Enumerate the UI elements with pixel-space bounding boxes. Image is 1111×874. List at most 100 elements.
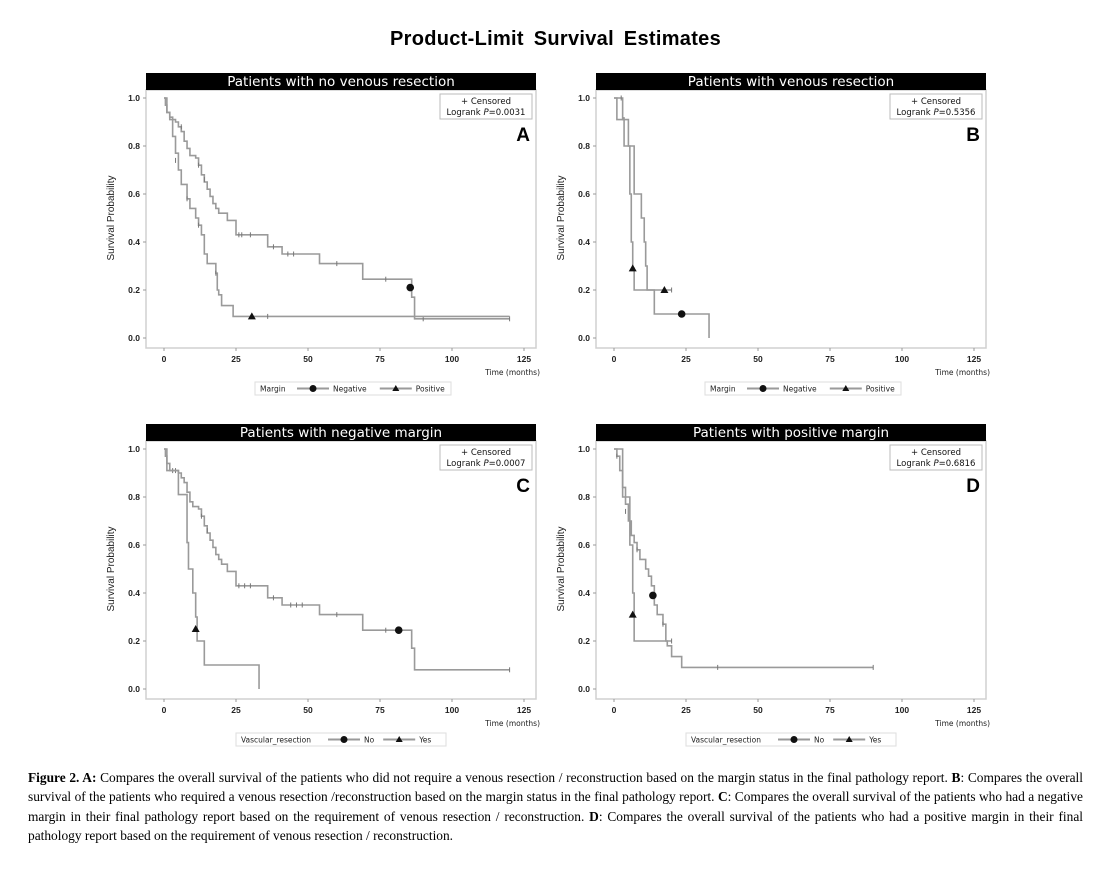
survival-curve-yes <box>164 448 260 689</box>
plot-frame <box>145 89 537 349</box>
panel-header-bar <box>146 73 536 90</box>
x-tick-label: 50 <box>753 705 763 715</box>
p-symbol: P <box>933 108 939 118</box>
x-tick-label: 75 <box>375 705 385 715</box>
legend-circle-icon <box>790 736 798 743</box>
y-axis-label: Survival Probability <box>106 175 117 260</box>
x-tick-label: 50 <box>303 705 313 715</box>
legend-triangle-icon <box>845 736 853 742</box>
y-tick-label: 1.0 <box>128 444 140 454</box>
caption-label-b: B <box>951 770 961 785</box>
y-tick-label: 0.8 <box>578 492 590 502</box>
survival-chart: Patients with positive margin 0.0 0.2 0.4 0.… <box>556 424 990 747</box>
logrank-label: Logrank <box>897 459 934 469</box>
panel-title: Patients with positive margin <box>693 425 889 441</box>
caption-text-c: : Compares the overall survival of the p… <box>28 789 1084 824</box>
caption-text-a: Compares the overall survival of the pat… <box>96 770 952 785</box>
survival-curve-no <box>164 448 510 671</box>
legend-label: Positive <box>866 385 895 394</box>
y-axis-label: Survival Probability <box>556 526 567 611</box>
y-tick-label: 0.4 <box>128 237 140 247</box>
legend-triangle-icon <box>842 385 850 391</box>
panel-header-bar <box>146 424 536 441</box>
legend-title: Vascular_resection <box>691 736 761 745</box>
panel-letter: A <box>516 125 530 146</box>
triangle-marker <box>628 264 637 272</box>
legend-label: Yes <box>868 736 881 745</box>
legend-title: Vascular_resection <box>241 736 311 745</box>
logrank-p-value: Logrank P=0.5356 <box>897 108 976 118</box>
x-tick-label: 125 <box>967 705 981 715</box>
panel-b: Patients with venous resection 0.0 0.2 0.4 0… <box>550 70 1000 410</box>
x-tick-label: 50 <box>753 354 763 364</box>
x-tick-label: 100 <box>895 354 909 364</box>
figure-caption: Figure 2. A: Compares the overall surviv… <box>28 768 1083 845</box>
caption-label-d: D <box>589 808 599 824</box>
y-tick-label: 0.4 <box>578 237 590 247</box>
legend-label: Yes <box>418 736 431 745</box>
y-axis-label: Survival Probability <box>106 526 117 611</box>
x-tick-label: 125 <box>967 354 981 364</box>
x-tick-label: 25 <box>231 705 241 715</box>
legend-box <box>704 381 902 396</box>
p-value: =0.0031 <box>489 108 526 118</box>
y-tick-label: 0.2 <box>128 636 140 646</box>
x-tick-label: 75 <box>825 705 835 715</box>
triangle-marker <box>191 625 200 632</box>
survival-curve-yes <box>614 448 672 642</box>
y-tick-label: 0.6 <box>128 540 140 550</box>
legend-title: Margin <box>260 385 286 394</box>
p-value: =0.0007 <box>489 459 526 469</box>
legend-label: No <box>814 736 825 745</box>
circle-marker <box>677 310 686 318</box>
circle-marker <box>394 626 403 634</box>
logrank-label: Logrank <box>897 108 934 118</box>
censored-note: + Censored <box>461 97 511 107</box>
y-tick-label: 1.0 <box>578 444 590 454</box>
x-tick-label: 75 <box>825 354 835 364</box>
y-tick-label: 1.0 <box>128 93 140 103</box>
x-tick-label: 0 <box>162 354 167 364</box>
stats-inset <box>439 444 533 471</box>
panel-letter: C <box>516 476 530 497</box>
legend-circle-icon <box>759 385 767 392</box>
caption-text-b: : Compares the overall survival of the p… <box>28 770 1083 805</box>
triangle-marker <box>628 610 637 618</box>
y-tick-label: 0.8 <box>578 141 590 151</box>
x-tick-label: 125 <box>517 354 531 364</box>
y-axis-label: Survival Probability <box>556 175 567 260</box>
y-tick-label: 0.6 <box>578 189 590 199</box>
panel-letter: B <box>966 125 980 146</box>
x-axis-label: Time (months) <box>484 719 540 728</box>
logrank-p-value: Logrank P=0.0007 <box>447 459 526 469</box>
logrank-label: Logrank <box>447 108 484 118</box>
y-tick-label: 0.6 <box>578 540 590 550</box>
legend-label: Negative <box>333 385 367 394</box>
plot-frame <box>595 89 987 349</box>
panel-header-bar <box>596 424 986 441</box>
panel-title: Patients with venous resection <box>688 74 894 90</box>
survival-curve-positive <box>164 97 510 318</box>
censored-note: + Censored <box>911 448 961 458</box>
y-tick-label: 0.4 <box>128 588 140 598</box>
y-tick-label: 0.0 <box>128 684 140 694</box>
y-tick-label: 0.0 <box>578 684 590 694</box>
p-value: =0.6816 <box>939 459 976 469</box>
x-axis-label: Time (months) <box>934 368 990 377</box>
survival-chart: Patients with venous resection 0.0 0.2 0.4 0… <box>556 73 990 396</box>
caption-label-a: Figure 2. A: <box>28 770 97 785</box>
x-tick-label: 50 <box>303 354 313 364</box>
y-tick-label: 1.0 <box>578 93 590 103</box>
legend-label: No <box>364 736 375 745</box>
legend-box <box>254 381 452 396</box>
triangle-marker <box>247 312 256 320</box>
y-tick-label: 0.4 <box>578 588 590 598</box>
panel-a: Patients with no venous resection 0.0 0.2 0… <box>100 70 550 410</box>
censored-note: + Censored <box>461 448 511 458</box>
panel-letter: D <box>966 476 980 497</box>
x-tick-label: 0 <box>612 354 617 364</box>
circle-marker <box>406 283 415 292</box>
stats-inset <box>889 444 983 471</box>
legend-label: Negative <box>783 385 817 394</box>
x-axis-label: Time (months) <box>484 368 540 377</box>
